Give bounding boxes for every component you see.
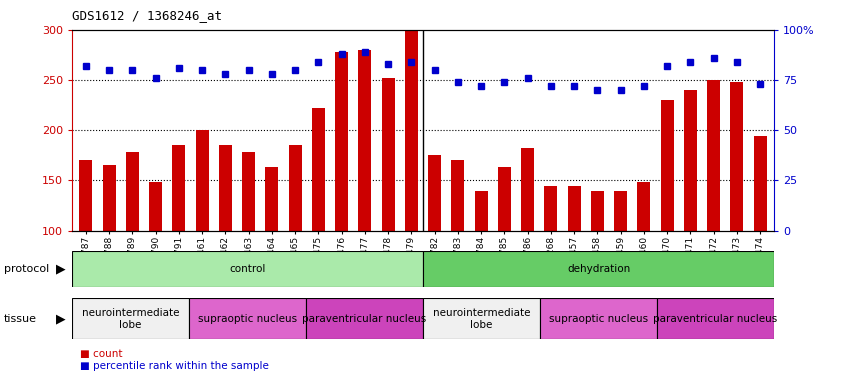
Bar — [614, 190, 627, 231]
Bar — [149, 183, 162, 231]
Bar — [72, 298, 189, 339]
Text: supraoptic nucleus: supraoptic nucleus — [549, 314, 648, 324]
Bar — [312, 108, 325, 231]
Text: paraventricular nucleus: paraventricular nucleus — [302, 314, 426, 324]
Bar — [428, 155, 441, 231]
Bar — [80, 160, 92, 231]
Text: protocol: protocol — [4, 264, 49, 274]
Text: neurointermediate
lobe: neurointermediate lobe — [433, 308, 530, 330]
Bar — [266, 167, 278, 231]
Bar — [288, 146, 301, 231]
Text: control: control — [229, 264, 266, 274]
Bar — [306, 298, 423, 339]
Bar — [657, 298, 774, 339]
Bar — [242, 152, 255, 231]
Bar — [189, 298, 306, 339]
Bar — [707, 80, 720, 231]
Bar — [405, 30, 418, 231]
Text: dehydration: dehydration — [567, 264, 630, 274]
Text: neurointermediate
lobe: neurointermediate lobe — [82, 308, 179, 330]
Bar — [423, 298, 540, 339]
Bar — [591, 190, 604, 231]
Text: paraventricular nucleus: paraventricular nucleus — [653, 314, 777, 324]
Bar — [521, 148, 534, 231]
Bar — [754, 136, 766, 231]
Bar — [423, 251, 774, 287]
Bar — [475, 190, 487, 231]
Bar — [730, 82, 744, 231]
Text: GDS1612 / 1368246_at: GDS1612 / 1368246_at — [72, 9, 222, 22]
Bar — [359, 50, 371, 231]
Text: ■ percentile rank within the sample: ■ percentile rank within the sample — [80, 361, 269, 370]
Text: ■ count: ■ count — [80, 350, 123, 359]
Bar — [173, 146, 185, 231]
Bar — [219, 146, 232, 231]
Bar — [335, 52, 348, 231]
Text: ▶: ▶ — [56, 262, 66, 276]
Bar — [684, 90, 697, 231]
Bar — [661, 100, 673, 231]
Bar — [638, 183, 651, 231]
Text: tissue: tissue — [4, 314, 37, 324]
Bar — [452, 160, 464, 231]
Bar — [545, 186, 558, 231]
Bar — [72, 251, 423, 287]
Text: supraoptic nucleus: supraoptic nucleus — [198, 314, 297, 324]
Bar — [195, 130, 208, 231]
Bar — [126, 152, 139, 231]
Bar — [540, 298, 657, 339]
Bar — [102, 165, 116, 231]
Bar — [498, 167, 511, 231]
Text: ▶: ▶ — [56, 312, 66, 325]
Bar — [568, 186, 580, 231]
Bar — [382, 78, 394, 231]
